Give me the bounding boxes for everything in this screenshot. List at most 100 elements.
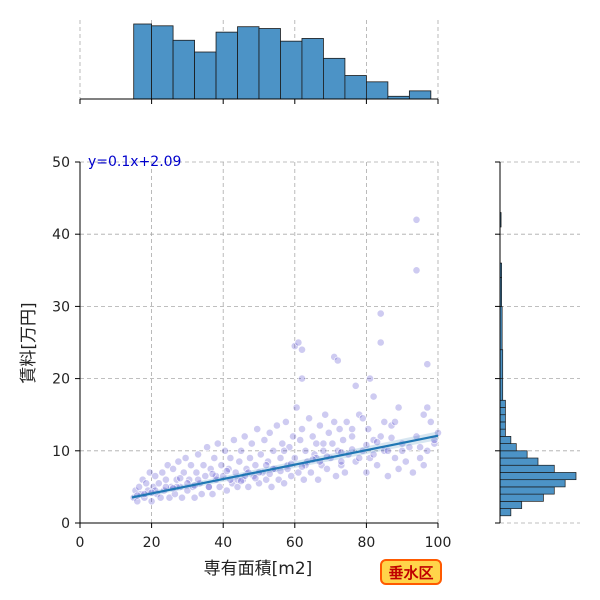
scatter-point: [235, 457, 244, 466]
scatter-point: [229, 436, 238, 444]
scatter-point: [237, 477, 245, 485]
scatter-point: [228, 479, 237, 488]
x-hist-bar: [258, 28, 281, 100]
ward-badge: 垂水区: [380, 559, 442, 585]
scatter-point: [306, 468, 315, 477]
x-hist-bar: [172, 39, 195, 100]
scatter-point: [335, 425, 344, 433]
scatter-point: [423, 360, 432, 369]
scatter-point: [364, 425, 373, 433]
scatter-point: [280, 446, 288, 455]
scatter-point: [133, 497, 142, 506]
scatter-point: [169, 464, 177, 473]
y-hist-bar: [499, 399, 506, 408]
scatter-point: [290, 454, 299, 462]
scatter-point: [337, 457, 346, 466]
scatter-point: [244, 482, 253, 491]
regression-line: [131, 434, 439, 499]
y-hist-bar: [499, 407, 506, 416]
scatter-point: [260, 436, 269, 444]
scatter-point: [348, 432, 356, 441]
scatter-point: [201, 472, 210, 480]
scatter-point: [203, 443, 211, 452]
scatter-point: [391, 454, 399, 462]
scatter-point: [285, 443, 294, 452]
scatter-point: [251, 474, 260, 483]
scatter-point: [208, 490, 217, 498]
scatter-point: [289, 432, 297, 441]
scatter-point: [298, 345, 306, 354]
scatter-point: [366, 374, 374, 383]
scatter-point: [398, 446, 407, 455]
x-hist-bar: [323, 57, 346, 100]
x-hist-bar: [194, 51, 217, 100]
scatter-point: [187, 461, 195, 470]
regression-equation: y=0.1x+2.09: [88, 154, 181, 170]
x-tick-label: 20: [143, 535, 161, 551]
scatter-point: [281, 417, 290, 426]
scatter-point: [158, 468, 167, 477]
scatter-point: [135, 482, 143, 491]
scatter-point: [292, 403, 301, 412]
x-tick-label: 40: [214, 535, 232, 551]
scatter-point: [246, 454, 254, 462]
scatter-point: [298, 425, 306, 433]
x-tick-label: 0: [76, 535, 85, 551]
scatter-point: [351, 381, 360, 390]
scatter-point: [294, 468, 303, 477]
scatter-point: [380, 417, 389, 426]
scatter-point: [262, 461, 271, 470]
y-tick-label: 40: [52, 227, 70, 243]
y-tick-label: 50: [52, 155, 70, 171]
scatter-point: [210, 454, 219, 462]
scatter-point: [376, 309, 385, 318]
scatter-point: [314, 475, 322, 484]
x-hist-bar: [344, 75, 367, 100]
y-hist-bar: [499, 493, 544, 502]
scatter-point: [222, 486, 231, 495]
scatter-point: [197, 490, 206, 498]
y-hist-bar: [499, 500, 523, 509]
y-hist-bar: [499, 472, 577, 481]
scatter-point: [190, 493, 199, 502]
scatter-point: [423, 403, 432, 412]
scatter-point: [412, 215, 421, 224]
y-hist-bar: [499, 486, 555, 495]
tick-labels: 0 20 40 60 80 100 0 10 20 30 40 50: [52, 155, 451, 551]
scatter-point: [237, 446, 245, 455]
scatter-point: [222, 467, 231, 475]
y-marginal-histogram: [495, 161, 580, 524]
scatter-point: [165, 493, 174, 502]
scatter-point: [151, 472, 160, 480]
y-hist-bar: [499, 443, 517, 452]
scatter-point: [416, 443, 424, 452]
scatter-point: [145, 468, 154, 477]
y-hist-bar: [499, 421, 506, 430]
scatter-point: [299, 475, 308, 484]
x-hist-bar: [280, 40, 303, 100]
scatter-point: [272, 421, 281, 430]
y-hist-bar: [499, 436, 512, 444]
scatter-point: [176, 474, 185, 483]
scatter-point: [213, 439, 222, 448]
scatter-point: [419, 461, 428, 470]
scatter-point: [149, 482, 158, 491]
y-hist-bar: [499, 464, 555, 473]
scatter-point: [179, 468, 188, 477]
scatter-point: [298, 374, 306, 383]
scatter-point: [394, 464, 403, 473]
y-hist-bar: [499, 450, 528, 459]
scatter-point: [251, 461, 260, 470]
scatter-point: [274, 475, 283, 484]
scatter-point: [333, 356, 342, 365]
scatter-point: [408, 468, 417, 477]
regression-line-group: [131, 431, 439, 500]
scatter-point: [383, 446, 392, 455]
scatter-point: [315, 421, 324, 430]
scatter-point: [308, 432, 317, 441]
scatter-point: [383, 472, 392, 480]
y-hist-bar: [499, 508, 512, 517]
scatter-point: [328, 439, 337, 448]
